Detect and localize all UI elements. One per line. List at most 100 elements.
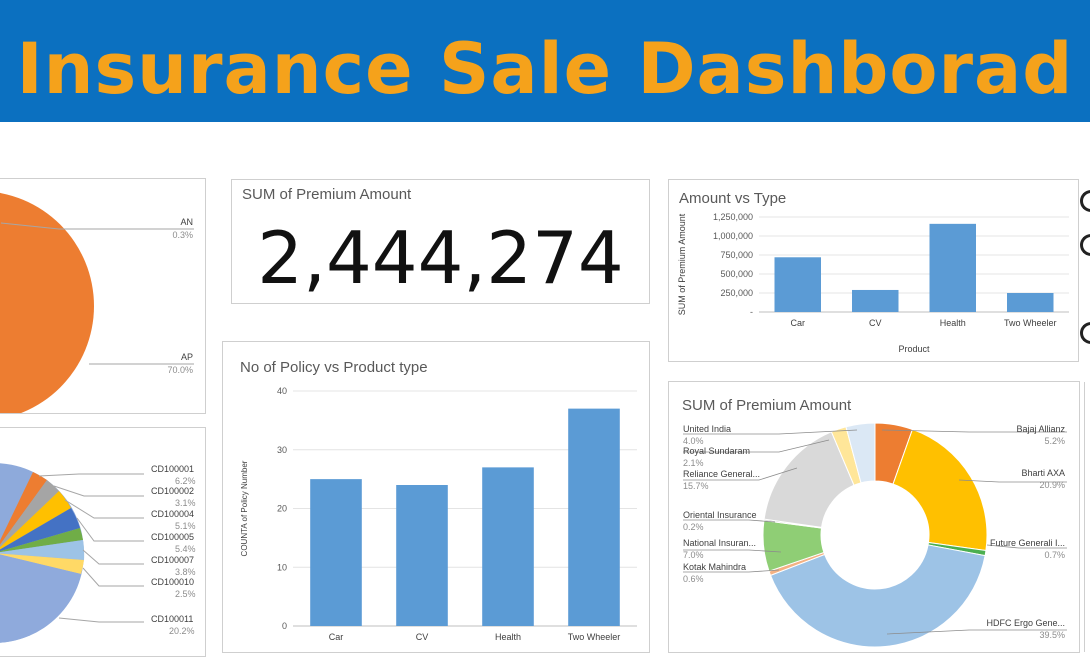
pie-bottom-left-chart [0,463,144,643]
policy-xtick-health: Health [495,632,521,642]
amount-bar-car [774,257,821,312]
policy-ylabel: COUNTA of Policy Number [240,460,249,556]
donut-pct-united: 4.0% [683,436,704,446]
leader-line-an [0,222,194,230]
donut-label-oriental: Oriental Insurance [683,510,757,520]
pie-pct-cd100002: 3.1% [175,498,196,508]
premium-donut-title: SUM of Premium Amount [682,397,852,414]
donut-leader-reliance-general [683,467,798,481]
pie-pct-an: 0.3% [172,230,193,240]
donut-leader-hdfc-ergo-gene [886,629,1067,635]
pie-slice-cd100001 [0,472,47,545]
donut-pct-hdfc: 39.5% [1039,630,1065,640]
pie-label-ap: AP [180,352,193,362]
donut-leader-future-generali-i [986,544,1067,549]
pie-slice-cd100002 [0,480,59,548]
pie-slice-cd100007 [0,540,85,560]
pie-label-cd100007: CD100007 [151,555,195,565]
amount-xtick-health: Health [940,318,966,328]
pie-label-cd100002: CD100002 [151,486,195,496]
amount-ytick: 1,250,000 [713,212,753,222]
pie-pct-cd100011: 20.2% [169,626,195,636]
donut-pct-royal: 2.1% [683,458,704,468]
leader-line-3 [64,499,144,519]
pie-label-an: AN [180,217,193,227]
donut-pct-bajaj: 5.2% [1044,436,1065,446]
donut-pct-reliance: 15.7% [683,481,709,491]
policy-count-chart: 0 10 20 30 40 Car CV Health Two Wheeler COUNTA of… [240,386,637,642]
donut-label-hdfc: HDFC Ergo Gene... [986,618,1065,628]
amount-ytick: - [750,307,753,317]
donut-leader-kotak-mahindra [683,569,780,573]
pie-label-cd100005: CD100005 [151,532,195,542]
premium-donut-panel: SUM of Premium Amount Bajaj Allianz 5.2%… [668,381,1080,653]
amount-vs-type-chart: - 250,000 500,000 750,000 1,000,000 1,250,000… [677,212,1069,354]
policy-ytick: 40 [277,386,287,396]
leader-line-5 [82,549,144,565]
cropped-glyph-2 [1080,234,1090,256]
policy-bar-cv [396,485,448,626]
amount-bar-cv [852,289,899,312]
donut-slice-bharti-axa [892,428,988,552]
kpi-title: SUM of Premium Amount [242,186,412,203]
policy-xtick-car: Car [329,632,344,642]
donut-leader-national-insuran [683,549,782,553]
donut-leader-royal-sundaram [683,439,830,453]
kpi-value: 2,444,274 [257,216,624,300]
donut-pct-oriental: 0.2% [683,522,704,532]
policy-xtick-two-wheeler: Two Wheeler [568,632,621,642]
donut-leader-oriental-insurance [683,519,776,523]
donut-leader-bharti-axa [958,479,1067,483]
amount-vs-type-panel: Amount vs Type - 250,000 500,000 750,000 1,0… [668,179,1079,362]
cropped-panel-edge [1084,382,1090,652]
pie-slice-cd100010 [0,553,84,574]
pie-slice-cd100005 [0,508,80,552]
leader-line-6 [82,567,144,587]
pie-slice-cd100004 [0,491,71,550]
donut-label-national: National Insuran... [683,538,757,548]
pie-label-cd100010: CD100010 [151,577,195,587]
donut-pct-kotak: 0.6% [683,574,704,584]
policy-bar-two-wheeler [568,408,620,626]
donut-leader-bajaj-allianz [881,429,1067,433]
donut-label-bajaj: Bajaj Allianz [1016,424,1065,434]
pie-panel-bottom-left: CD100001 6.2% CD100002 3.1% CD100004 5.1… [0,427,206,657]
kpi-card: SUM of Premium Amount 2,444,274 [231,179,650,304]
donut-label-united: United India [683,424,732,434]
pie-pct-ap: 70.0% [167,365,193,375]
policy-xtick-cv: CV [416,632,429,642]
amount-vs-type-title: Amount vs Type [679,190,787,207]
policy-bar-car [310,479,362,626]
amount-ytick: 250,000 [720,288,753,298]
leader-line-7 [58,617,144,623]
donut-label-bharti: Bharti AXA [1021,468,1065,478]
donut-label-royal: Royal Sundaram [683,446,751,456]
pie-slice-cd100011 [0,554,81,643]
amount-bar-health [929,223,976,312]
donut-label-reliance: Reliance General... [683,469,761,479]
pie-panel-top-left: AN 0.3% AP 70.0% [0,178,206,414]
dashboard-header: Insurance Sale Dashborad [0,0,1090,122]
leader-line-2 [53,485,144,497]
policy-ytick: 30 [277,445,287,455]
pie-label-cd100011: CD100011 [151,614,194,624]
amount-xtick-two-wheeler: Two Wheeler [1004,318,1057,328]
pie-label-cd100004: CD100004 [151,509,195,519]
amount-xtick-cv: CV [869,318,882,328]
policy-ytick: 20 [277,504,287,514]
pie-slice-cd100006 [0,528,83,553]
policy-ytick: 10 [277,562,287,572]
donut-pct-national: 7.0% [683,550,704,560]
amount-ytick: 500,000 [720,269,753,279]
pie-pct-cd100010: 2.5% [175,589,196,599]
policy-count-panel: No of Policy vs Product type 0 10 20 30 40 Ca… [222,341,650,653]
amount-xtick-car: Car [790,318,805,328]
premium-donut-chart [683,422,1067,648]
amount-ytick: 750,000 [720,250,753,260]
pie-pct-cd100001: 6.2% [175,476,196,486]
pie-top-left-chart [0,192,194,413]
leader-line-1 [38,473,144,477]
amount-ylabel: SUM of Premium Amount [677,213,687,315]
donut-leader-united-india [683,429,858,435]
leader-line-4 [76,517,144,542]
